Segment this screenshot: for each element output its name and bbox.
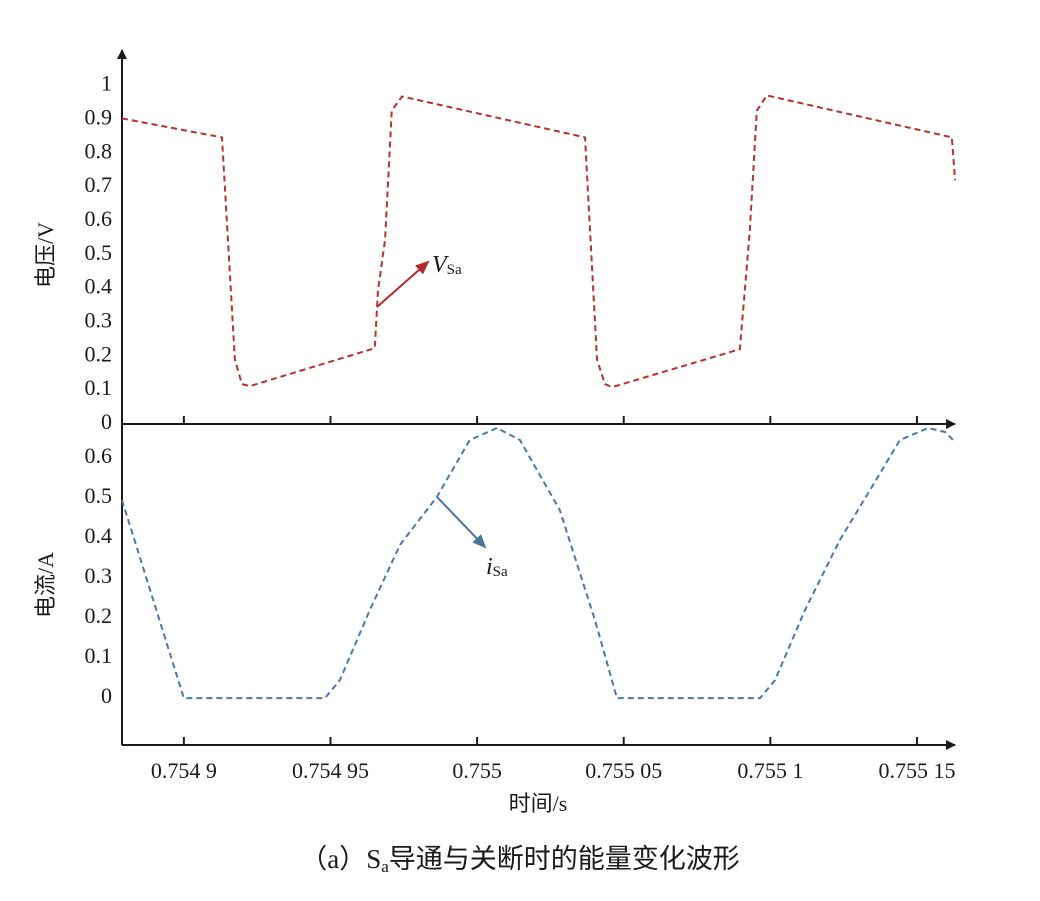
x-tick-label: 0.755 05 bbox=[585, 758, 662, 783]
annotation-arrow bbox=[436, 496, 487, 549]
x-tick-label: 0.755 1 bbox=[737, 758, 803, 783]
y-tick-label: 0.6 bbox=[85, 206, 113, 231]
x-axis-label: 时间/s bbox=[509, 791, 568, 816]
x-tick-label: 0.755 15 bbox=[878, 758, 955, 783]
x-tick-label: 0.754 9 bbox=[151, 758, 217, 783]
annotation-arrow bbox=[376, 260, 430, 308]
annotation-sub: Sa bbox=[493, 564, 508, 580]
annotation: iSa bbox=[486, 554, 508, 581]
y-tick-label: 0.3 bbox=[85, 563, 113, 588]
annotation-sub: Sa bbox=[447, 262, 462, 278]
y-tick-label: 0.2 bbox=[85, 341, 113, 366]
y-axis-label: 电压/V bbox=[33, 222, 58, 288]
caption-sub: a bbox=[381, 857, 389, 876]
annotation-main: i bbox=[486, 554, 493, 580]
y-tick-label: 0.4 bbox=[85, 274, 113, 299]
caption-prefix: （a）S bbox=[300, 844, 381, 874]
y-tick-label: 0 bbox=[101, 409, 112, 434]
y-tick-label: 1 bbox=[101, 71, 112, 96]
y-tick-label: 0.7 bbox=[85, 172, 113, 197]
y-tick-label: 0.5 bbox=[85, 483, 113, 508]
x-tick-label: 0.754 95 bbox=[292, 758, 369, 783]
annotation-main: V bbox=[432, 252, 449, 278]
y-tick-label: 0.5 bbox=[85, 240, 113, 265]
y-tick-label: 0.9 bbox=[85, 104, 113, 129]
y-tick-label: 0.2 bbox=[85, 603, 113, 628]
axes bbox=[117, 49, 956, 750]
y-tick-label: 0.3 bbox=[85, 308, 113, 333]
x-tick-label: 0.755 bbox=[452, 758, 502, 783]
y-tick-label: 0 bbox=[101, 683, 112, 708]
y-tick-label: 0.1 bbox=[85, 375, 113, 400]
y-axis-label: 电流/A bbox=[33, 552, 58, 618]
y-tick-label: 0.1 bbox=[85, 643, 113, 668]
caption-rest: 导通与关断时的能量变化波形 bbox=[389, 844, 740, 874]
y-tick-label: 0.8 bbox=[85, 138, 113, 163]
data-line bbox=[121, 94, 957, 389]
data-line bbox=[121, 426, 956, 700]
caption: （a）Sa导通与关断时的能量变化波形 bbox=[300, 844, 740, 876]
y-tick-label: 0.4 bbox=[85, 523, 113, 548]
y-tick-label: 0.6 bbox=[85, 443, 113, 468]
annotation: VSa bbox=[432, 252, 462, 279]
